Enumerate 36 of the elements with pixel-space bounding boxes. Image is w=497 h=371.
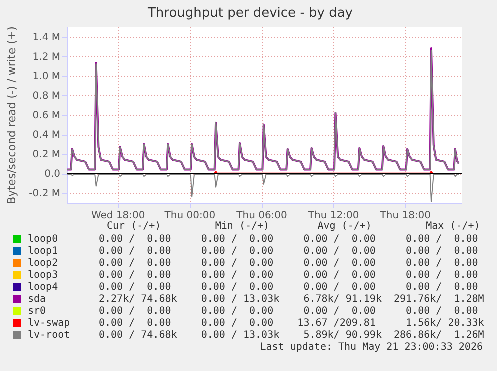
legend-label: loop3: [28, 270, 58, 281]
x-tick-label: Wed 18:00: [91, 210, 146, 222]
x-tick-label: Thu 12:00: [307, 210, 360, 222]
x-tick-label: Thu 00:00: [164, 210, 216, 222]
y-tick-label: 1.2 M: [32, 52, 60, 63]
y-tick-label: 0.0: [44, 169, 60, 180]
text: Last update: Thu May 21 23:00:33 2026: [260, 342, 483, 354]
legend-label: loop4: [28, 282, 58, 293]
y-tick-label: -0.2 M: [29, 188, 60, 200]
text: 0.00 / 0.00 0.00 / 0.00 0.00 / 0.00 0.00 / 0.00: [99, 306, 478, 318]
text: 0.00 / 0.00 0.00 / 0.00 13.67 /209.81 1.56k/ 20.33k: [99, 318, 484, 330]
text: 0.00 / 0.00 0.00 / 0.00 0.00 / 0.00 0.00 / 0.00: [99, 270, 478, 282]
legend-label: lv-root: [28, 330, 70, 341]
text: 0.00 / 0.00 0.00 / 0.00 0.00 / 0.00 0.00 / 0.00: [99, 246, 478, 258]
y-tick-label: 0.2 M: [32, 150, 60, 161]
legend-label: loop1: [28, 246, 58, 257]
text: 2.27k/ 74.68k 0.00 / 13.03k 6.78k/ 91.19k 291.76k/ 1.28M: [99, 294, 484, 306]
legend-label: lv-swap: [28, 318, 70, 329]
text: Cur (-/+) Min (-/+) Avg (-/+) Max (-/+): [107, 221, 480, 233]
y-axis-title: Bytes/second read (-) / write (+): [6, 26, 18, 204]
legend-label: loop2: [28, 258, 58, 269]
y-tick-label: 1.4 M: [32, 32, 60, 44]
text: 0.00 / 0.00 0.00 / 0.00 0.00 / 0.00 0.00 / 0.00: [99, 282, 478, 294]
chart-title: Throughput per device - by day: [146, 6, 354, 22]
text: 0.00 / 74.68k 0.00 / 13.03k 5.89k/ 90.99k 286.86k/ 1.26M: [99, 330, 484, 342]
text: 0.00 / 0.00 0.00 / 0.00 0.00 / 0.00 0.00 / 0.00: [99, 234, 478, 246]
legend-label: loop0: [28, 234, 58, 245]
legend-label: sr0: [28, 306, 46, 317]
x-tick-label: Thu 06:00: [236, 210, 288, 222]
y-tick-label: 0.4 M: [32, 130, 60, 142]
x-tick-label: Thu 18:00: [379, 210, 432, 222]
y-tick-label: 0.8 M: [32, 90, 60, 102]
text: 0.00 / 0.00 0.00 / 0.00 0.00 / 0.00 0.00 / 0.00: [99, 258, 478, 270]
y-tick-label: 1.0 M: [32, 71, 60, 82]
legend-label: sda: [28, 294, 46, 305]
y-tick-label: 0.6 M: [32, 110, 60, 122]
